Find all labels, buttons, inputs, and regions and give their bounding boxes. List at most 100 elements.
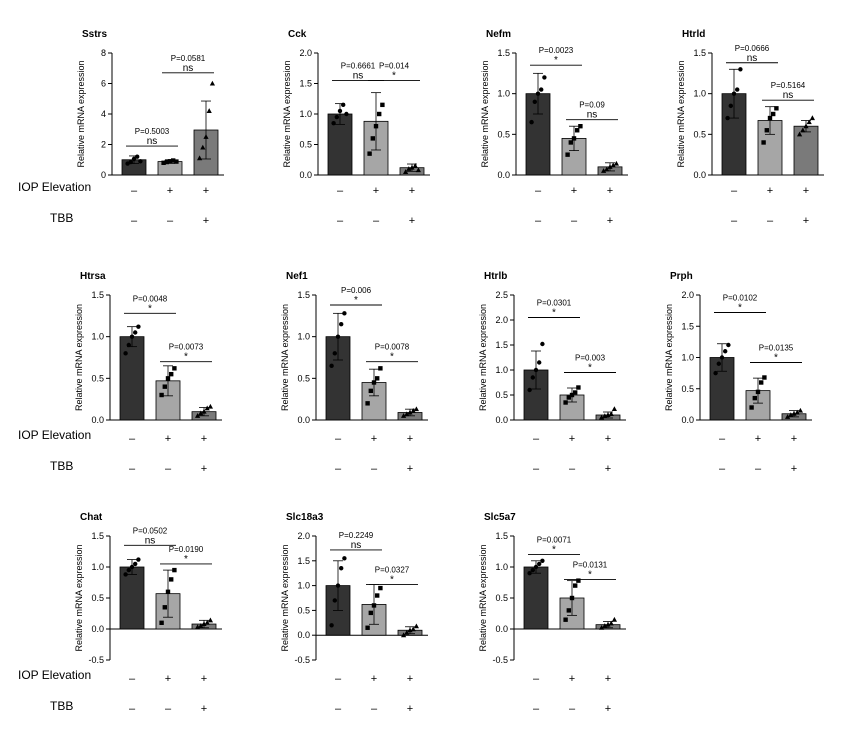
data-point	[207, 403, 213, 409]
data-point	[378, 366, 383, 371]
data-point	[575, 128, 580, 133]
tbb-sign: –	[129, 703, 136, 715]
data-point	[195, 624, 201, 630]
data-point	[200, 144, 206, 150]
data-point	[404, 411, 410, 417]
significance-label: *	[774, 353, 778, 364]
tbb-sign: –	[767, 215, 774, 227]
chart-panel-htrlb: Htrlb Relative mRNA expression 0.0 0.5 1.0 1.…	[478, 271, 626, 475]
data-point	[123, 572, 128, 577]
iop-sign: +	[165, 433, 171, 445]
tbb-sign: –	[165, 463, 172, 475]
data-point	[735, 87, 740, 92]
tbb-sign: –	[335, 703, 342, 715]
chart-panel-htrld: Htrld Relative mRNA expression 0.0 0.5 1.0 1.…	[676, 29, 824, 227]
data-point	[752, 395, 757, 401]
significance-label: *	[390, 352, 394, 363]
iop-sign: +	[803, 185, 809, 197]
y-tick-label: 2.0	[495, 315, 508, 325]
tbb-sign: +	[201, 703, 207, 715]
tbb-sign: –	[129, 463, 136, 475]
data-point	[728, 103, 733, 109]
data-point	[335, 583, 341, 588]
data-point	[749, 405, 754, 410]
y-axis-label: Relative mRNA expression	[478, 304, 488, 411]
data-point	[576, 578, 581, 583]
bar-1	[523, 566, 549, 630]
data-point	[204, 620, 210, 625]
data-point	[731, 91, 737, 96]
p-value-label: P=0.0023	[539, 46, 574, 55]
p-value-label: P=0.0666	[735, 44, 770, 53]
data-point	[608, 620, 614, 626]
tbb-sign: +	[407, 703, 413, 715]
data-point	[788, 412, 794, 417]
significance-label: ns	[147, 136, 158, 147]
data-point	[797, 407, 803, 413]
data-point	[601, 168, 607, 173]
data-point	[171, 158, 176, 163]
y-tick-label: 0.0	[91, 624, 104, 634]
significance-label: ns	[747, 53, 758, 64]
y-tick-label: 0.0	[495, 415, 508, 425]
row-label-iop-2: IOP Elevation	[18, 428, 92, 442]
data-point	[342, 556, 347, 561]
y-axis-label: Relative mRNA expression	[74, 544, 84, 651]
data-point	[332, 598, 337, 603]
bar-1	[119, 566, 145, 630]
data-point	[569, 392, 575, 398]
tbb-sign: +	[607, 215, 613, 227]
data-point	[368, 610, 373, 616]
iop-sign: –	[719, 433, 726, 445]
row-label-tbb-1: TBB	[50, 211, 74, 225]
significance-label: *	[588, 363, 592, 374]
tbb-sign: –	[131, 215, 138, 227]
data-point	[738, 67, 743, 72]
iop-sign: +	[767, 185, 773, 197]
data-point	[329, 623, 334, 628]
p-value-label: P=0.5164	[771, 81, 806, 90]
tbb-sign: –	[335, 463, 342, 475]
data-point	[335, 334, 341, 339]
data-point	[725, 115, 730, 121]
data-point	[373, 124, 379, 129]
significance-label: *	[184, 554, 188, 565]
y-tick-label: 2	[101, 140, 106, 150]
data-point	[599, 414, 605, 420]
data-point	[409, 164, 415, 170]
data-point	[611, 616, 617, 622]
bar-3	[793, 125, 819, 176]
data-point	[365, 401, 370, 406]
data-point	[129, 334, 135, 339]
p-value-label: P=0.014	[379, 61, 410, 70]
p-value-label: P=0.2249	[339, 531, 374, 540]
data-point	[412, 163, 418, 168]
p-value-label: P=0.0135	[759, 344, 794, 353]
data-point	[365, 625, 370, 630]
iop-sign: –	[533, 673, 540, 685]
tbb-sign: –	[337, 215, 344, 227]
y-tick-label: 0.5	[693, 129, 706, 139]
iop-sign: +	[409, 185, 415, 197]
p-value-label: P=0.5003	[135, 127, 170, 136]
data-point	[571, 136, 577, 141]
y-tick-label: 1.5	[297, 290, 310, 300]
chart-panel-sstrs: Sstrs Relative mRNA expression 0 2 4 6 8 – – + – + +…	[76, 29, 224, 227]
data-point	[169, 577, 174, 582]
data-point	[329, 363, 334, 369]
data-point	[165, 376, 171, 381]
data-point	[172, 567, 177, 573]
data-point	[162, 605, 167, 610]
y-tick-label: 1.0	[495, 562, 508, 572]
chart-title: Htrld	[682, 29, 705, 40]
data-point	[578, 124, 583, 129]
significance-label: ns	[183, 63, 194, 74]
y-tick-label: 1.5	[681, 321, 694, 331]
tbb-sign: +	[407, 463, 413, 475]
significance-label: *	[554, 55, 558, 66]
data-point	[204, 405, 210, 411]
p-value-label: P=0.0073	[169, 343, 204, 352]
y-axis-label: Relative mRNA expression	[676, 60, 686, 167]
tbb-sign: –	[755, 463, 762, 475]
data-point	[529, 119, 534, 125]
